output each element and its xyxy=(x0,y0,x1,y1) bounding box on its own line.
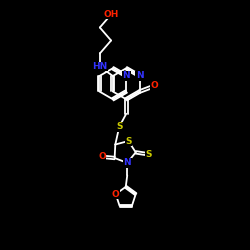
Text: O: O xyxy=(150,82,158,90)
Text: S: S xyxy=(125,136,132,145)
Text: O: O xyxy=(112,190,120,198)
Text: OH: OH xyxy=(104,10,119,19)
Text: S: S xyxy=(146,150,152,159)
Text: S: S xyxy=(116,122,122,131)
Text: HN: HN xyxy=(92,62,108,71)
Text: N: N xyxy=(122,72,130,80)
Text: N: N xyxy=(136,72,143,80)
Text: O: O xyxy=(98,152,106,161)
Text: N: N xyxy=(124,158,131,167)
